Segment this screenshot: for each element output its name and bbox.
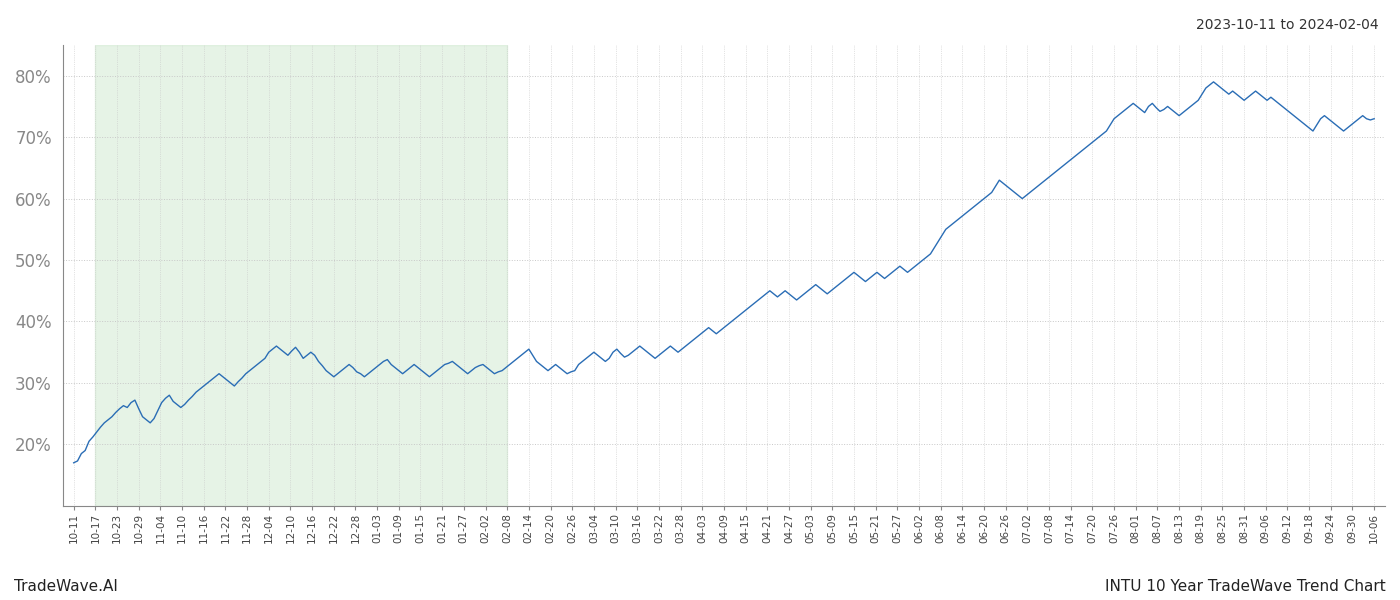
Text: TradeWave.AI: TradeWave.AI [14,579,118,594]
Text: INTU 10 Year TradeWave Trend Chart: INTU 10 Year TradeWave Trend Chart [1105,579,1386,594]
Text: 2023-10-11 to 2024-02-04: 2023-10-11 to 2024-02-04 [1197,18,1379,32]
Bar [95,45,507,506]
